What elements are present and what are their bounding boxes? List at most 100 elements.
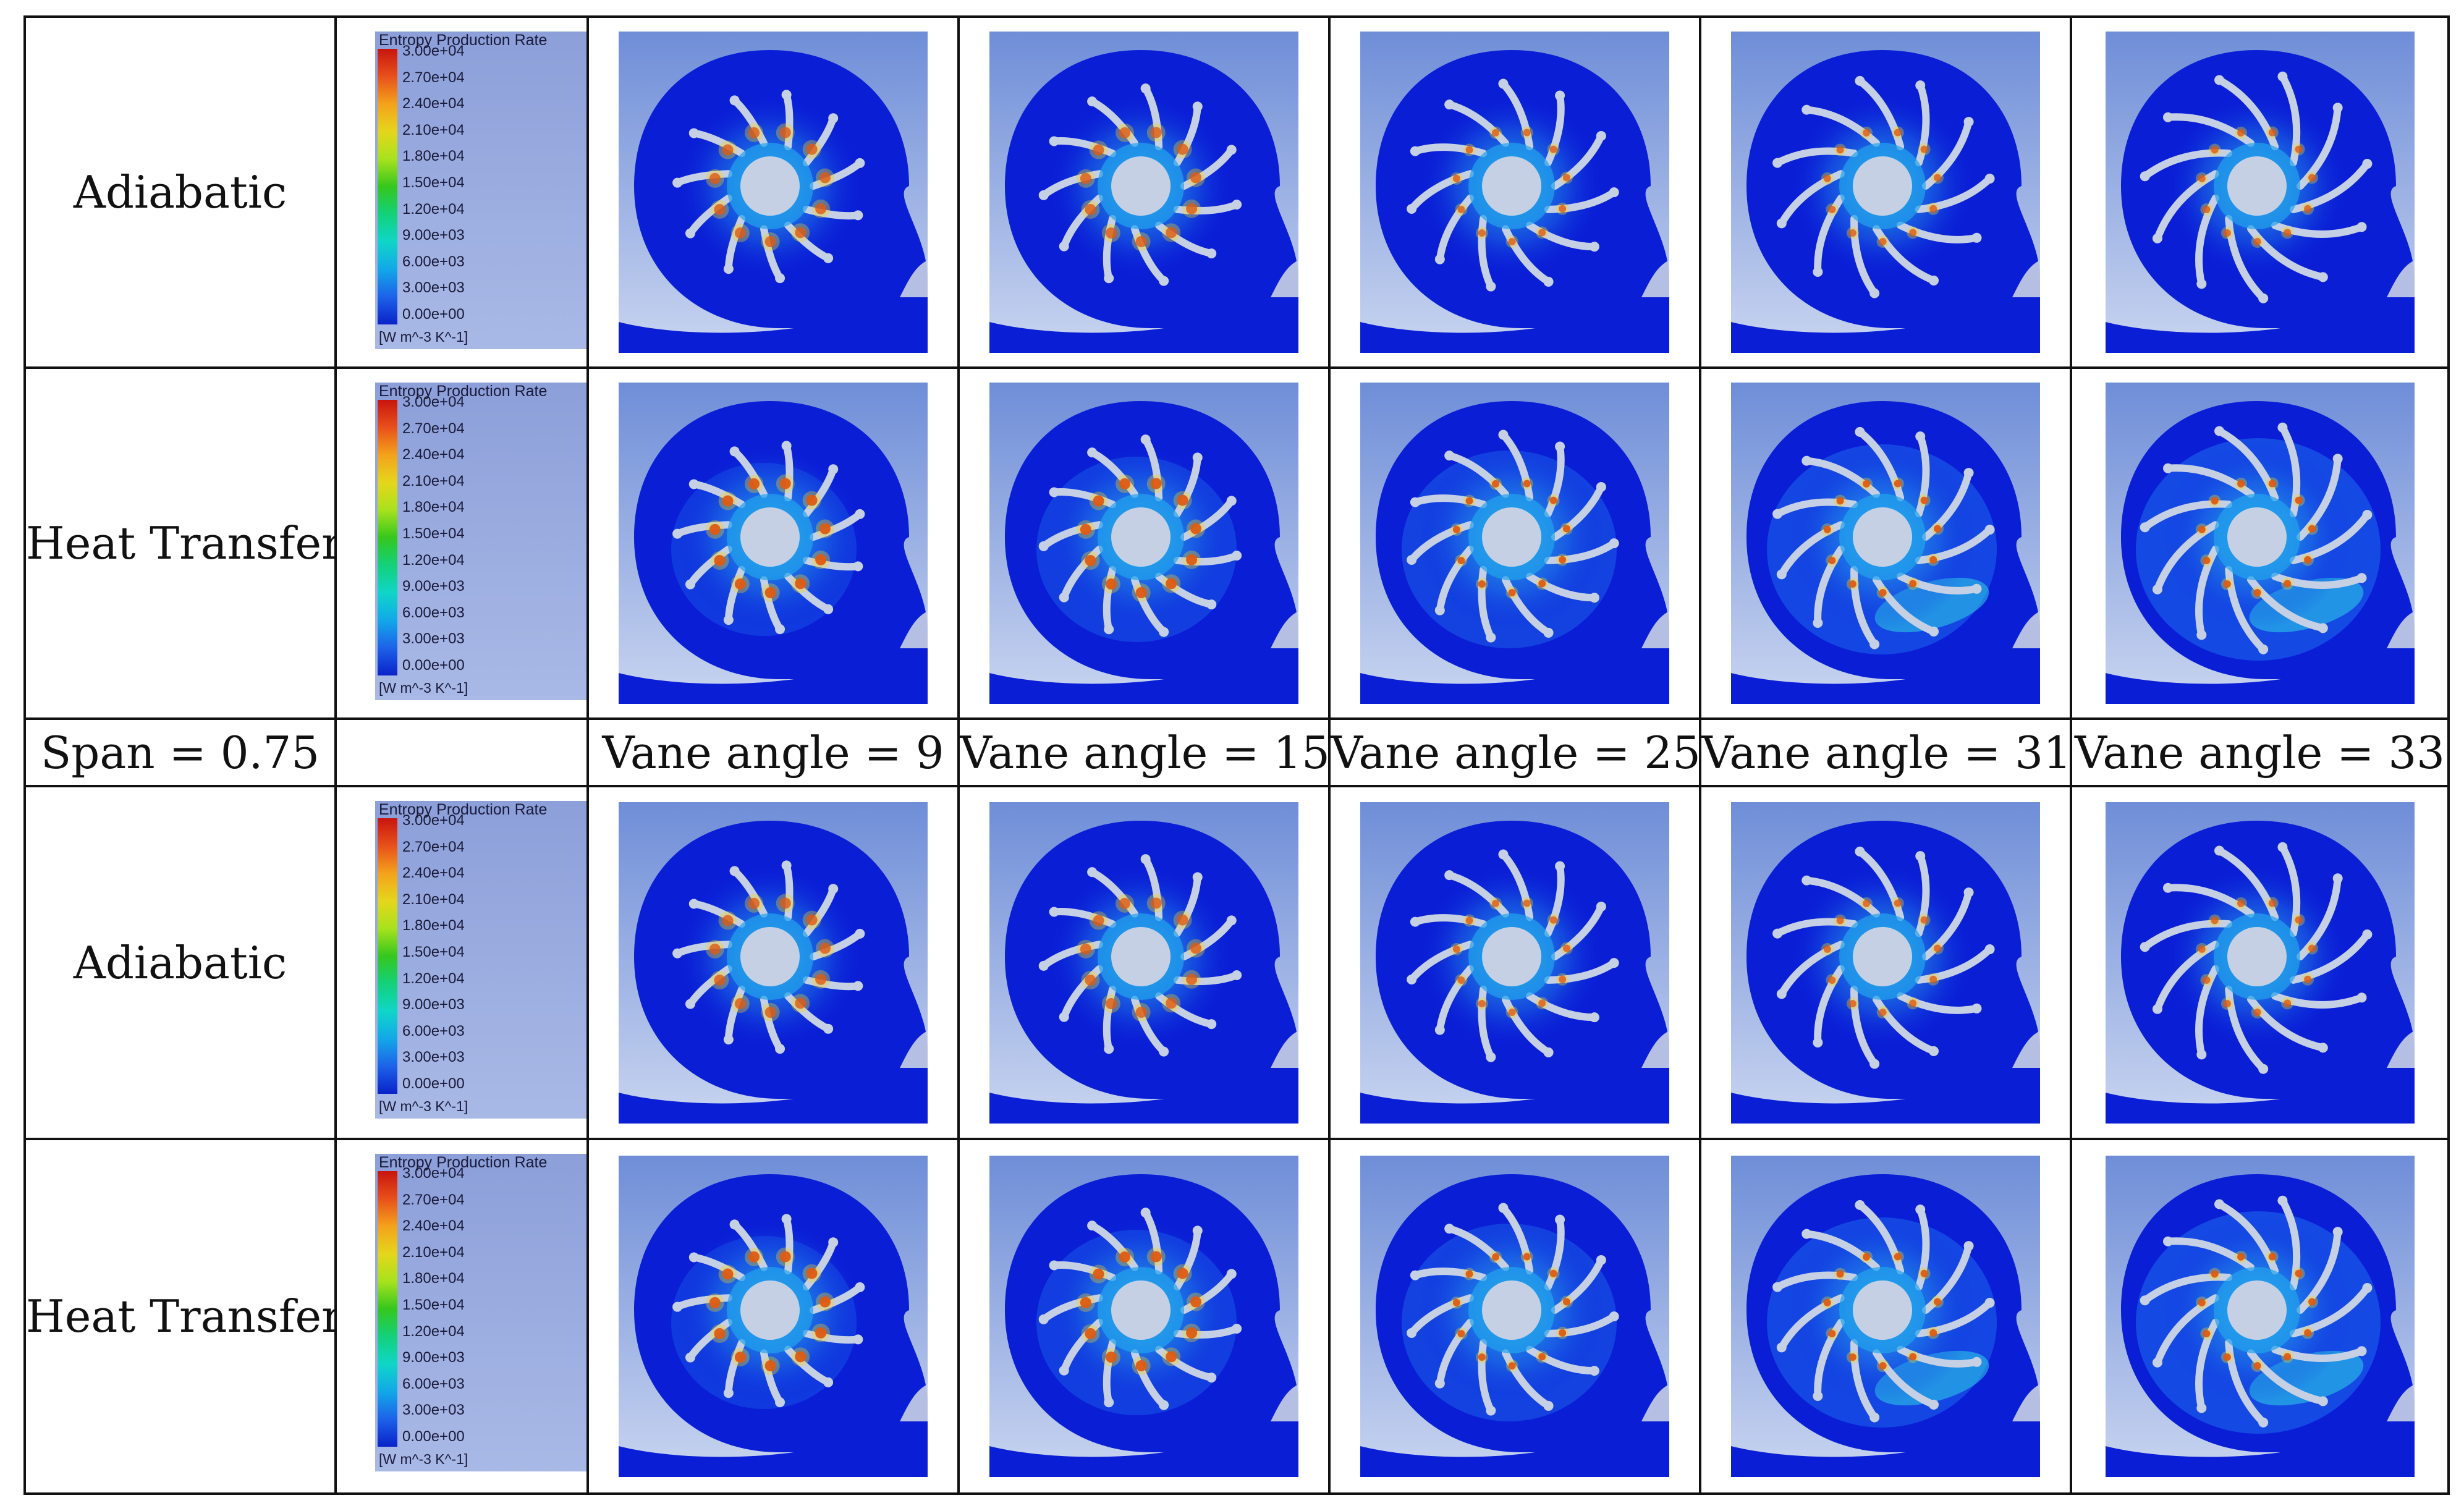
vane-angle-header: Vane angle = 33 (2070, 717, 2450, 787)
legend-tick-label: 3.00e+04 (402, 1165, 465, 1182)
legend-tick-label: 2.10e+04 (402, 1243, 465, 1261)
legend-tick-label: 3.00e+04 (402, 812, 465, 829)
legend-tick-label: 6.00e+03 (402, 253, 465, 270)
legend-tick-label: 3.00e+03 (402, 1402, 465, 1419)
entropy-contour-plot (1731, 1156, 2040, 1477)
legend-tick-label: 2.70e+04 (402, 838, 465, 855)
sim-image (1699, 785, 2072, 1140)
legend-cell: Entropy Production Rate 3.00e+04 2.70e+04 2… (334, 366, 589, 720)
row-label-adiabatic-1: Adiabatic (23, 15, 337, 369)
legend-tick-label: 9.00e+03 (402, 227, 465, 244)
color-legend: Entropy Production Rate 3.00e+04 2.70e+04 2… (375, 383, 585, 700)
color-legend: Entropy Production Rate 3.00e+04 2.70e+04 2… (375, 801, 585, 1119)
sim-image (2070, 1138, 2450, 1495)
row-label-adiabatic-2: Adiabatic (23, 785, 337, 1140)
legend-tick-label: 1.50e+04 (402, 1297, 465, 1313)
legend-tick-label: 2.40e+04 (402, 1217, 465, 1235)
legend-cell: Entropy Production Rate 3.00e+04 2.70e+04 2… (334, 15, 589, 369)
entropy-contour-plot (1360, 802, 1669, 1124)
legend-title: Entropy Production Rate (379, 32, 548, 49)
legend-unit: [W m^-3 K^-1] (379, 680, 468, 696)
sim-image (2070, 15, 2450, 369)
legend-tick-label: 9.00e+03 (402, 578, 465, 595)
sim-image (2070, 366, 2450, 720)
entropy-contour-plot (989, 1156, 1298, 1477)
sim-image (586, 366, 960, 720)
color-legend: Entropy Production Rate 3.00e+04 2.70e+04 2… (375, 1154, 585, 1471)
entropy-contour-plot (989, 802, 1298, 1124)
legend-tick-label: 1.20e+04 (402, 551, 465, 569)
sim-image (957, 15, 1331, 369)
legend-tick-label: 1.50e+04 (402, 174, 465, 191)
legend-tick-label: 6.00e+03 (402, 604, 465, 621)
legend-tick-label: 2.70e+04 (402, 1191, 465, 1208)
legend-tick-label: 3.00e+04 (402, 394, 465, 410)
sim-image (586, 785, 960, 1140)
legend-tick-label: 6.00e+03 (402, 1375, 465, 1392)
entropy-contour-plot (2105, 802, 2415, 1124)
legend-unit: [W m^-3 K^-1] (379, 1451, 468, 1467)
legend-tick-label: 2.70e+04 (402, 69, 465, 86)
row-label-heat-transfer-1: Heat Transfer (23, 366, 337, 720)
legend-tick-label: 0.00e+00 (402, 1075, 465, 1092)
legend-title: Entropy Production Rate (379, 801, 548, 818)
legend-colorbar (378, 1171, 397, 1447)
legend-tick-label: 3.00e+03 (402, 1049, 465, 1066)
entropy-contour-plot (619, 802, 928, 1124)
legend-tick-label: 2.70e+04 (402, 420, 465, 437)
legend-tick-label: 1.80e+04 (402, 1270, 465, 1287)
entropy-contour-plot (619, 1156, 928, 1477)
entropy-contour-plot (619, 383, 928, 704)
entropy-contour-plot (989, 383, 1298, 704)
sim-image (2070, 785, 2450, 1140)
vane-angle-header: Vane angle = 25 (1328, 717, 1701, 787)
sim-image (1328, 1138, 1701, 1495)
legend-tick-label: 1.50e+04 (402, 525, 465, 542)
legend-colorbar (378, 49, 397, 324)
legend-tick-label: 3.00e+03 (402, 279, 465, 297)
span-header: Span = 0.75 (23, 717, 337, 787)
legend-tick-label: 1.50e+04 (402, 944, 465, 960)
entropy-contour-plot (1360, 32, 1669, 353)
legend-title: Entropy Production Rate (379, 383, 548, 400)
legend-tick-label: 9.00e+03 (402, 996, 465, 1014)
legend-cell: Entropy Production Rate 3.00e+04 2.70e+04 2… (334, 785, 589, 1140)
legend-tick-label: 9.00e+03 (402, 1349, 465, 1366)
entropy-contour-plot (1360, 1156, 1669, 1477)
sim-image (1328, 785, 1701, 1140)
sim-image (586, 1138, 960, 1495)
legend-tick-label: 6.00e+03 (402, 1022, 465, 1039)
entropy-contour-plot (1731, 32, 2040, 353)
entropy-contour-plot (1731, 802, 2040, 1124)
legend-tick-label: 2.40e+04 (402, 865, 465, 882)
vane-angle-header: Vane angle = 9 (586, 717, 960, 787)
sim-image (957, 1138, 1331, 1495)
legend-tick-label: 2.40e+04 (402, 95, 465, 112)
legend-cell: Entropy Production Rate 3.00e+04 2.70e+04 2… (334, 1138, 589, 1495)
sim-image (1699, 1138, 2072, 1495)
legend-tick-label: 1.80e+04 (402, 917, 465, 934)
legend-unit: [W m^-3 K^-1] (379, 1098, 468, 1114)
vane-angle-header: Vane angle = 31 (1699, 717, 2072, 787)
entropy-contour-plot (989, 32, 1298, 353)
legend-tick-label: 1.20e+04 (402, 200, 465, 218)
entropy-contour-plot (2105, 1156, 2415, 1477)
sim-image (1699, 15, 2072, 369)
sim-image (586, 15, 960, 369)
entropy-contour-plot (2105, 32, 2415, 353)
legend-tick-label: 1.80e+04 (402, 148, 465, 165)
sim-image (957, 366, 1331, 720)
empty-header-cell (334, 717, 589, 787)
vane-angle-header: Vane angle = 15 (957, 717, 1331, 787)
legend-tick-label: 2.40e+04 (402, 446, 465, 463)
entropy-contour-plot (1360, 383, 1669, 704)
sim-image (1328, 15, 1701, 369)
entropy-contour-plot (2105, 383, 2415, 704)
sim-image (1699, 366, 2072, 720)
legend-tick-label: 2.10e+04 (402, 121, 465, 138)
entropy-contour-plot (1731, 383, 2040, 704)
legend-title: Entropy Production Rate (379, 1154, 548, 1171)
legend-tick-label: 0.00e+00 (402, 306, 465, 323)
results-table: Adiabatic Entropy Production Rate 3.00e+0… (23, 15, 2450, 1495)
legend-tick-label: 1.20e+04 (402, 970, 465, 987)
